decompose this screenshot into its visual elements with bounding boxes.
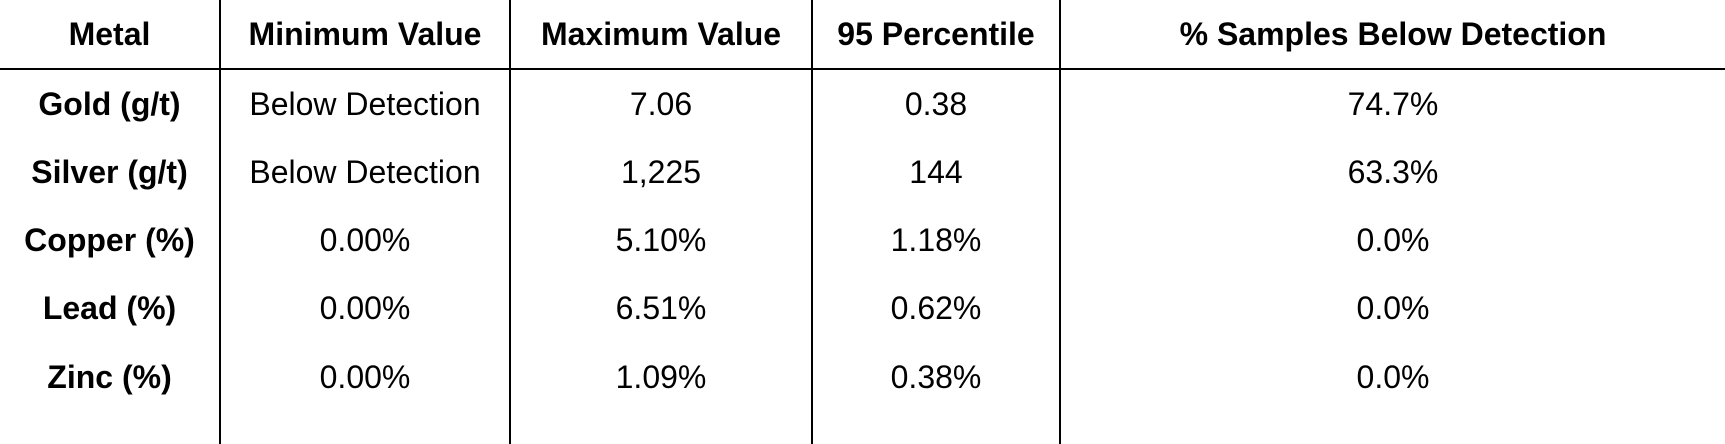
cell: 7.06 [509, 69, 812, 138]
cell: 63.3% [1059, 138, 1725, 206]
table-body: Gold (g/t) Below Detection 7.06 0.38 74.7% Si… [0, 69, 1725, 444]
metal-name: Gold (g/t) [38, 85, 181, 122]
metal-name: Copper (%) [24, 221, 195, 258]
column-header: Metal [0, 0, 220, 70]
cell: 0.00% [219, 206, 510, 274]
cell: 144 [811, 138, 1060, 206]
table-row: Zinc (%) 0.00% 1.09% 0.38% 0.0% [0, 342, 1725, 444]
cell: 0.38% [811, 342, 1060, 444]
cell: Below Detection [219, 69, 510, 138]
column-header: Maximum Value [509, 0, 812, 70]
column-header: Minimum Value [219, 0, 510, 70]
cell: 0.0% [1059, 342, 1725, 444]
table-row: Lead (%) 0.00% 6.51% 0.62% 0.0% [0, 274, 1725, 342]
table-row: Silver (g/t) Below Detection 1,225 144 63.3% [0, 138, 1725, 206]
cell: 74.7% [1059, 69, 1725, 138]
metal-name: Lead (%) [42, 289, 177, 326]
cell: 0.0% [1059, 206, 1725, 274]
cell: 1.09% [509, 342, 812, 444]
cell: 5.10% [509, 206, 812, 274]
metal-name: Silver (g/t) [31, 153, 188, 190]
cell: 0.00% [219, 342, 510, 444]
cell: 1.18% [811, 206, 1060, 274]
cell: 1,225 [509, 138, 812, 206]
table-row: Gold (g/t) Below Detection 7.06 0.38 74.7% [0, 69, 1725, 138]
cell: 0.00% [219, 274, 510, 342]
cell: 0.38 [811, 69, 1060, 138]
column-header: 95 Percentile [811, 0, 1060, 70]
cell: 0.0% [1059, 274, 1725, 342]
column-header: % Samples Below Detection [1059, 0, 1725, 70]
table-row: Copper (%) 0.00% 5.10% 1.18% 0.0% [0, 206, 1725, 274]
cell: 0.62% [811, 274, 1060, 342]
cell: 6.51% [509, 274, 812, 342]
header-row: Metal Minimum Value Maximum Value 95 Percen… [0, 0, 1725, 70]
metal-name: Zinc (%) [47, 359, 172, 395]
cell: Below Detection [219, 138, 510, 206]
